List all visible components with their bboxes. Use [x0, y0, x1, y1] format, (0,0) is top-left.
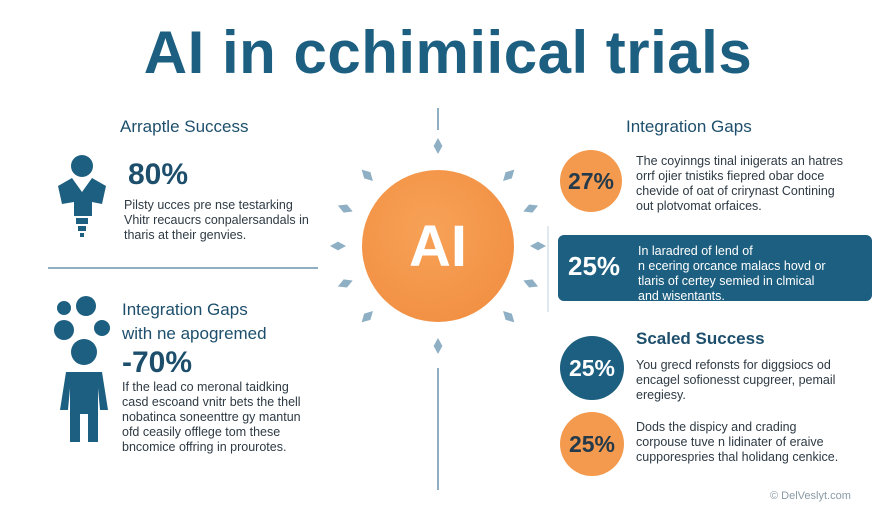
item4-pct: 25% [568, 430, 616, 457]
text-line: Dods the dispicy and crading [636, 420, 797, 434]
text-line: eregiesy. [636, 388, 686, 402]
left-bottom-text: If the lead co meronal taidking casd esc… [122, 380, 332, 455]
left-top-heading: Arraptle Success [120, 117, 249, 136]
ray-diamond [337, 279, 353, 288]
item3-text: You grecd refonsts for diggsiocs od enca… [636, 358, 876, 403]
ray-diamond [433, 338, 443, 354]
ray-diamond [503, 169, 515, 181]
text-line: and wisentants. [638, 289, 725, 303]
text-line: tlaris of certey semied in clmical [638, 274, 815, 288]
item4-pct-circle: 25% [560, 412, 624, 476]
ray-diamond [433, 138, 443, 154]
item2-pct: 25% [568, 251, 621, 281]
person-bubbles-icon [54, 296, 110, 442]
text-line: casd escoand vnitr bets the thell [122, 395, 301, 409]
ray-diamond [523, 279, 539, 288]
text-line: If the lead co meronal taidking [122, 380, 289, 394]
left-bottom-stat: -70% [122, 346, 193, 379]
ray-diamond [503, 311, 515, 323]
text-line: nobatinca soneenttre gy mantun [122, 410, 301, 424]
text-line: Vhitr recaucrs conpalersandals in [124, 213, 309, 227]
text-line: You grecd refonsts for diggsiocs od [636, 358, 831, 372]
item4-text: Dods the dispicy and crading corpouse tu… [636, 420, 876, 465]
text-line: n ecering orcance malacs hovd or [638, 259, 826, 273]
item1-pct: 27% [567, 167, 615, 194]
text-line: corpouse tuve n lidinater of eraive [636, 435, 824, 449]
item2-text: In laradred of lend of n ecering orcance… [638, 244, 866, 304]
ray-diamond [530, 241, 546, 251]
text-line: bncomice offring in prourotes. [122, 440, 287, 454]
person-thinking-icon [58, 155, 106, 237]
watermark: © DelVeslyt.com [770, 490, 851, 502]
item1-pct-circle: 27% [560, 150, 622, 212]
text-line: ofd ceasily offlege tom these [122, 425, 281, 439]
left-top-text: Pilsty ucces pre nse testarking Vhitr re… [124, 198, 324, 243]
ray-diamond [361, 169, 373, 181]
text-line: encagel sofionesst cupgreer, pemail [636, 373, 836, 387]
ray-diamond [337, 204, 353, 213]
ray-diamond [523, 204, 539, 213]
item3-pct-circle: 25% [560, 336, 624, 400]
text-line: tharis at their genvies. [124, 228, 247, 242]
ray-diamond [330, 241, 346, 251]
item1-text: The coyinngs tinal inigerats an hatres o… [636, 154, 876, 214]
item3-pct: 25% [568, 354, 616, 381]
page-title: AI in cchimiical trials [143, 19, 753, 86]
left-bottom-heading-line2: with ne apogremed [122, 324, 267, 343]
text-line: Pilsty ucces pre nse testarking [124, 198, 293, 212]
ray-diamond [361, 311, 373, 323]
left-top-stat: 80% [128, 158, 189, 191]
left-bottom-heading-line1: Integration Gaps [122, 300, 248, 319]
text-line: The coyinngs tinal inigerats an hatres [636, 154, 844, 168]
text-line: out plotvomat orfaices. [636, 199, 762, 213]
highlight-banner [558, 235, 872, 301]
text-line: cupporespries thal holidang cenkice. [636, 450, 839, 464]
ai-center-circle: AI [362, 170, 514, 322]
scaled-success-heading: Scaled Success [636, 329, 765, 348]
text-line: orrf ojier tnistiks fiepred obar doce [636, 169, 825, 183]
sun-rays [330, 138, 546, 354]
text-line: chevide of oat of crirynast Contining [636, 184, 835, 198]
text-line: In laradred of lend of [638, 244, 753, 258]
right-heading: Integration Gaps [626, 117, 752, 136]
ai-label: AI [409, 213, 467, 279]
